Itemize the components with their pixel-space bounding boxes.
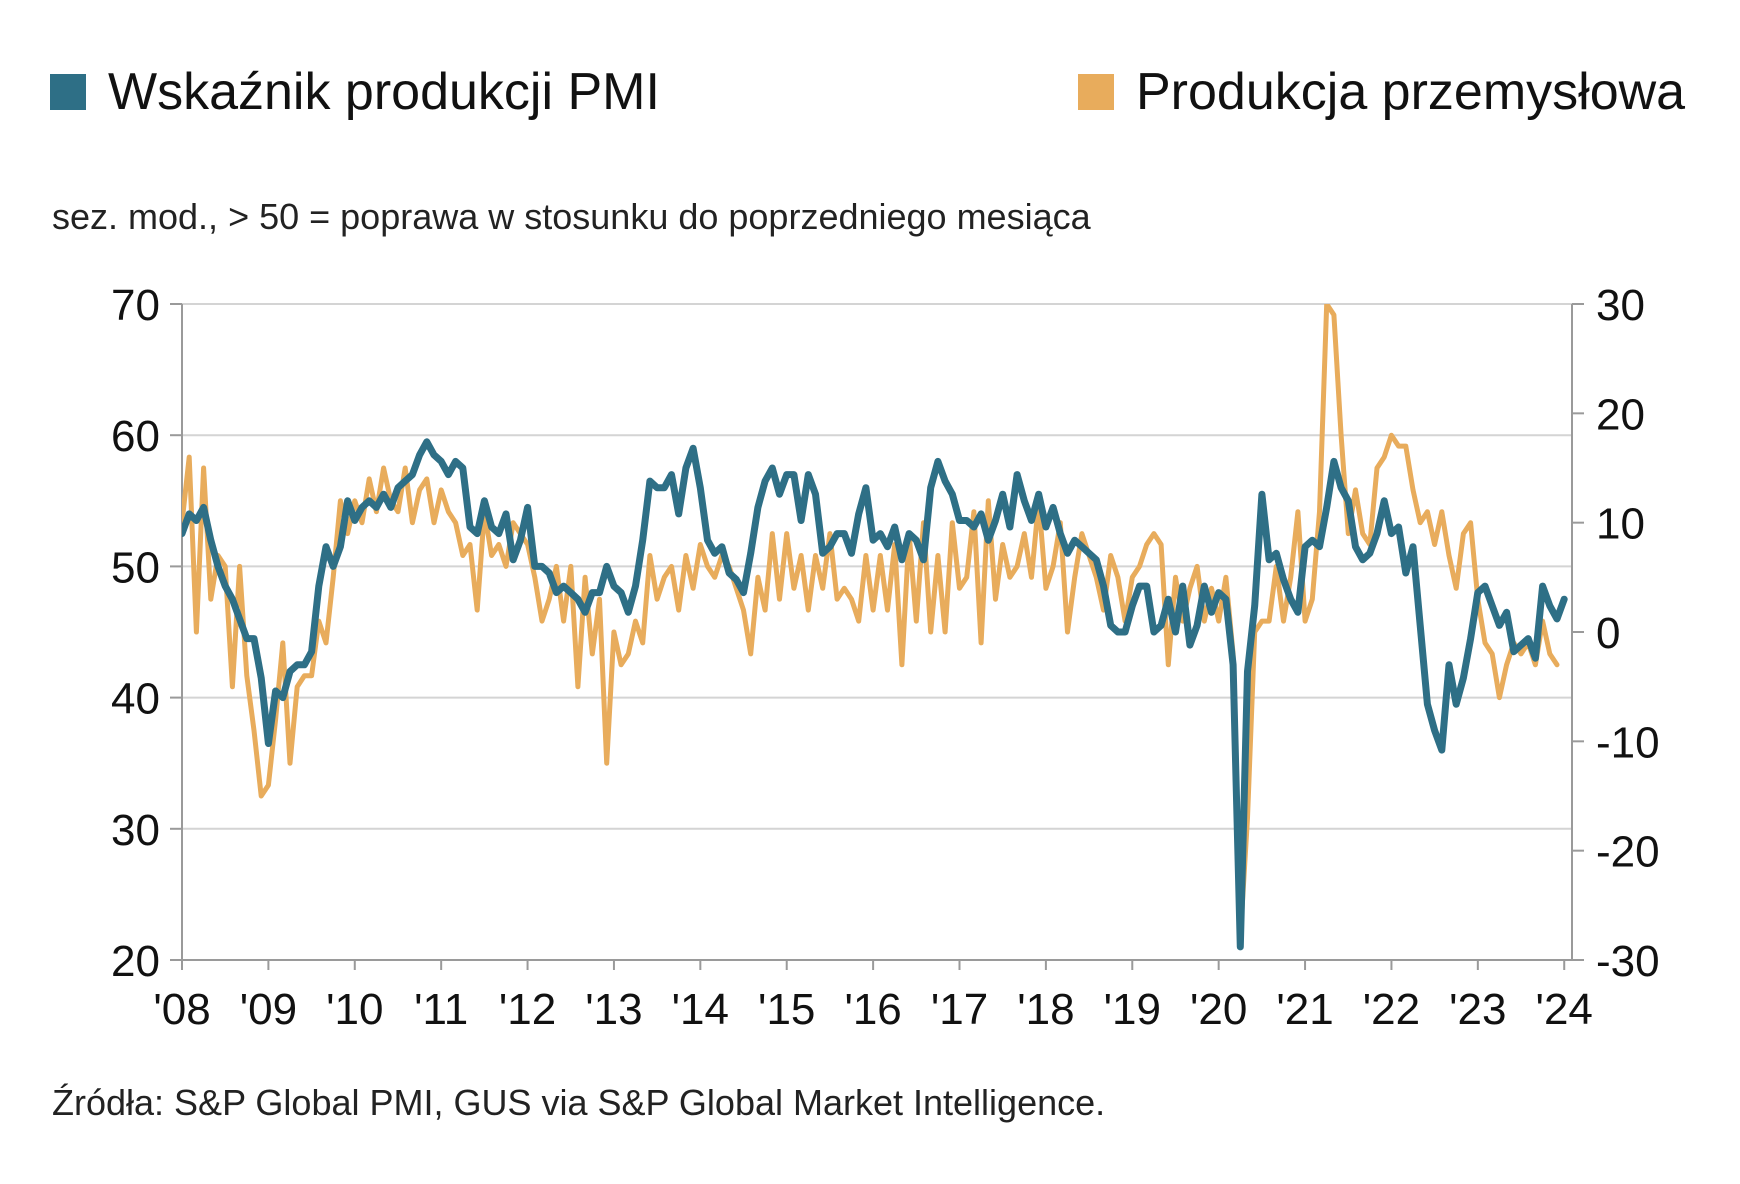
y-right-tick-label: 10	[1596, 500, 1645, 549]
x-tick-label: '20	[1190, 985, 1247, 1034]
x-tick-label: '24	[1536, 985, 1593, 1034]
legend-label-pmi: Wskaźnik produkcji PMI	[108, 63, 660, 121]
series-line-production	[182, 304, 1560, 941]
y-left-tick-label: 60	[111, 412, 160, 461]
y-left-tick-label: 20	[111, 937, 160, 986]
y-right-tick-label: -10	[1596, 718, 1660, 767]
x-tick-label: '22	[1363, 985, 1420, 1034]
x-tick-label: '21	[1276, 985, 1333, 1034]
chart-subtitle: sez. mod., > 50 = poprawa w stosunku do …	[52, 196, 1091, 237]
y-right-tick-label: -20	[1596, 828, 1660, 877]
y-left-tick-label: 50	[111, 543, 160, 592]
x-tick-label: '14	[672, 985, 729, 1034]
x-tick-label: '09	[240, 985, 297, 1034]
y-right-tick-label: 30	[1596, 281, 1645, 330]
x-tick-label: '10	[326, 985, 383, 1034]
y-right-tick-label: -30	[1596, 937, 1660, 986]
y-right-tick-label: 20	[1596, 390, 1645, 439]
x-tick-label: '12	[499, 985, 556, 1034]
y-left-tick-label: 70	[111, 281, 160, 330]
x-tick-label: '11	[414, 985, 468, 1034]
source-note: Źródła: S&P Global PMI, GUS via S&P Glob…	[52, 1082, 1106, 1123]
x-tick-label: '19	[1104, 985, 1161, 1034]
x-tick-label: '15	[758, 985, 815, 1034]
y-right-tick-label: 0	[1596, 609, 1620, 658]
series-line-pmi	[182, 438, 1568, 951]
legend-swatch-ip	[1078, 74, 1114, 110]
x-tick-label: '13	[585, 985, 642, 1034]
x-tick-label: '18	[1017, 985, 1074, 1034]
x-tick-label: '08	[153, 985, 210, 1034]
y-left-tick-label: 40	[111, 675, 160, 724]
x-tick-label: '17	[931, 985, 988, 1034]
legend-item-pmi: Wskaźnik produkcji PMI	[50, 62, 660, 122]
legend: Wskaźnik produkcji PMI Produkcja przemys…	[0, 62, 1740, 142]
legend-swatch-pmi	[50, 74, 86, 110]
legend-item-ip: Produkcja przemysłowa	[1078, 62, 1685, 122]
y-left-tick-label: 30	[111, 806, 160, 855]
legend-label-ip: Produkcja przemysłowa	[1136, 63, 1686, 121]
x-tick-label: '23	[1449, 985, 1506, 1034]
x-tick-label: '16	[844, 985, 901, 1034]
